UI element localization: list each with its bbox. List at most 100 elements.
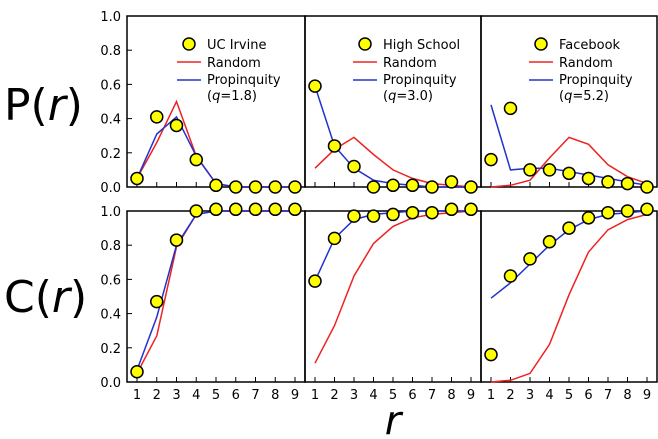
x-tick-label: 3	[526, 388, 534, 403]
data-point	[444, 175, 459, 189]
x-axis-title: r	[385, 398, 404, 439]
data-point	[150, 110, 164, 124]
y-tick-label: 0.0	[100, 181, 121, 196]
data-point	[366, 180, 381, 194]
data-point	[189, 204, 203, 218]
data-point	[386, 207, 400, 222]
data-point	[640, 202, 654, 217]
legend: Facebook Random Propinquity(q=5.2)	[529, 37, 633, 104]
x-tick-label: 4	[369, 388, 377, 403]
legend-marker-data	[534, 37, 548, 51]
row-label-c: C(r)	[4, 272, 87, 323]
legend-label-propinquity: Propinquity	[559, 73, 633, 88]
data-point	[327, 231, 342, 246]
data-point	[169, 233, 184, 247]
data-point	[620, 176, 635, 191]
y-tick-label: 0.8	[100, 44, 121, 59]
series-line-propinquity	[314, 210, 471, 282]
data-point	[386, 178, 400, 193]
x-tick-label: 5	[565, 388, 573, 403]
legend-label-random: Random	[383, 56, 437, 71]
series-line-random	[490, 213, 648, 383]
legend-label-q: (q=3.0)	[383, 89, 433, 104]
data-point	[366, 209, 381, 223]
data-point	[444, 202, 459, 217]
data-point	[229, 202, 243, 217]
x-tick-label: 3	[172, 388, 180, 403]
data-point	[523, 252, 537, 266]
data-point	[464, 180, 478, 194]
data-point	[523, 163, 537, 177]
y-tick-label: 1.0	[100, 10, 121, 25]
data-point	[308, 274, 322, 288]
x-tick-label: 9	[643, 388, 651, 403]
chart-panel-3: 0.0 0.2 0.4 0.6 0.8 1.0 1 2 3 4 5 6 7 8 9	[100, 202, 306, 403]
chart-panel-2: Facebook Random Propinquity(q=5.2)	[480, 15, 658, 194]
x-tick-label: 8	[623, 388, 631, 403]
x-tick-label: 7	[604, 388, 612, 403]
data-point	[288, 180, 302, 194]
legend-marker-data	[358, 37, 372, 51]
data-point	[484, 152, 498, 167]
x-tick-label: 8	[271, 388, 279, 403]
x-tick-label: 2	[330, 388, 338, 403]
row-label-c-var: r	[52, 272, 73, 323]
data-point	[542, 235, 557, 249]
x-tick-label: 8	[447, 388, 455, 403]
legend-label-data: UC Irvine	[207, 38, 266, 53]
data-point	[150, 294, 164, 309]
data-point	[308, 79, 322, 93]
data-point	[248, 180, 263, 194]
row-label-p-prefix: P(	[4, 80, 48, 131]
x-tick-label: 7	[251, 388, 259, 403]
series-line-random	[136, 210, 295, 374]
y-tick-label: 0.6	[100, 273, 121, 288]
legend-label-random: Random	[559, 56, 613, 71]
row-label-p-suffix: )	[66, 80, 83, 131]
chart-panel-1: High School Random Propinquity(q=3.0)	[304, 15, 482, 194]
data-point	[601, 175, 615, 189]
legend: UC Irvine Random Propinquity(q=1.8)	[177, 37, 281, 104]
y-tick-label: 0.6	[100, 78, 121, 93]
data-point	[288, 202, 302, 217]
x-tick-label: 9	[467, 388, 475, 403]
chart-panel-0: 0.0 0.2 0.4 0.6 0.8 1.0 UC Irvine Random Propinq…	[100, 10, 306, 196]
x-tick-label: 2	[153, 388, 161, 403]
data-point	[268, 180, 282, 194]
data-point	[562, 221, 576, 235]
x-tick-label: 5	[389, 388, 397, 403]
data-point	[601, 205, 615, 220]
legend-label-propinquity: Propinquity	[207, 73, 281, 88]
row-label-c-suffix: )	[70, 272, 87, 323]
legend-label-random: Random	[207, 56, 261, 71]
legend-marker-data	[182, 37, 196, 51]
data-point	[425, 205, 439, 220]
legend-label-propinquity: Propinquity	[383, 73, 457, 88]
data-point	[347, 159, 361, 174]
data-point	[620, 204, 635, 218]
x-tick-label: 2	[506, 388, 514, 403]
y-tick-label: 0.2	[100, 147, 121, 162]
data-point	[248, 202, 263, 217]
legend-label-q: (q=5.2)	[559, 89, 609, 104]
data-point	[130, 364, 144, 379]
series-line-propinquity	[136, 115, 295, 188]
data-point	[209, 178, 223, 193]
x-tick-label: 1	[133, 388, 141, 403]
data-point	[405, 178, 420, 193]
data-point	[581, 211, 596, 225]
data-point	[268, 202, 282, 217]
x-tick-label: 5	[212, 388, 220, 403]
data-point	[503, 269, 518, 283]
legend-label-data: High School	[383, 38, 460, 53]
data-point	[425, 180, 439, 194]
x-tick-label: 1	[487, 388, 495, 403]
data-point	[640, 180, 654, 194]
x-tick-label: 7	[428, 388, 436, 403]
x-tick-label: 6	[232, 388, 240, 403]
data-point	[327, 139, 342, 153]
data-point	[405, 205, 420, 220]
legend: High School Random Propinquity(q=3.0)	[353, 37, 460, 104]
